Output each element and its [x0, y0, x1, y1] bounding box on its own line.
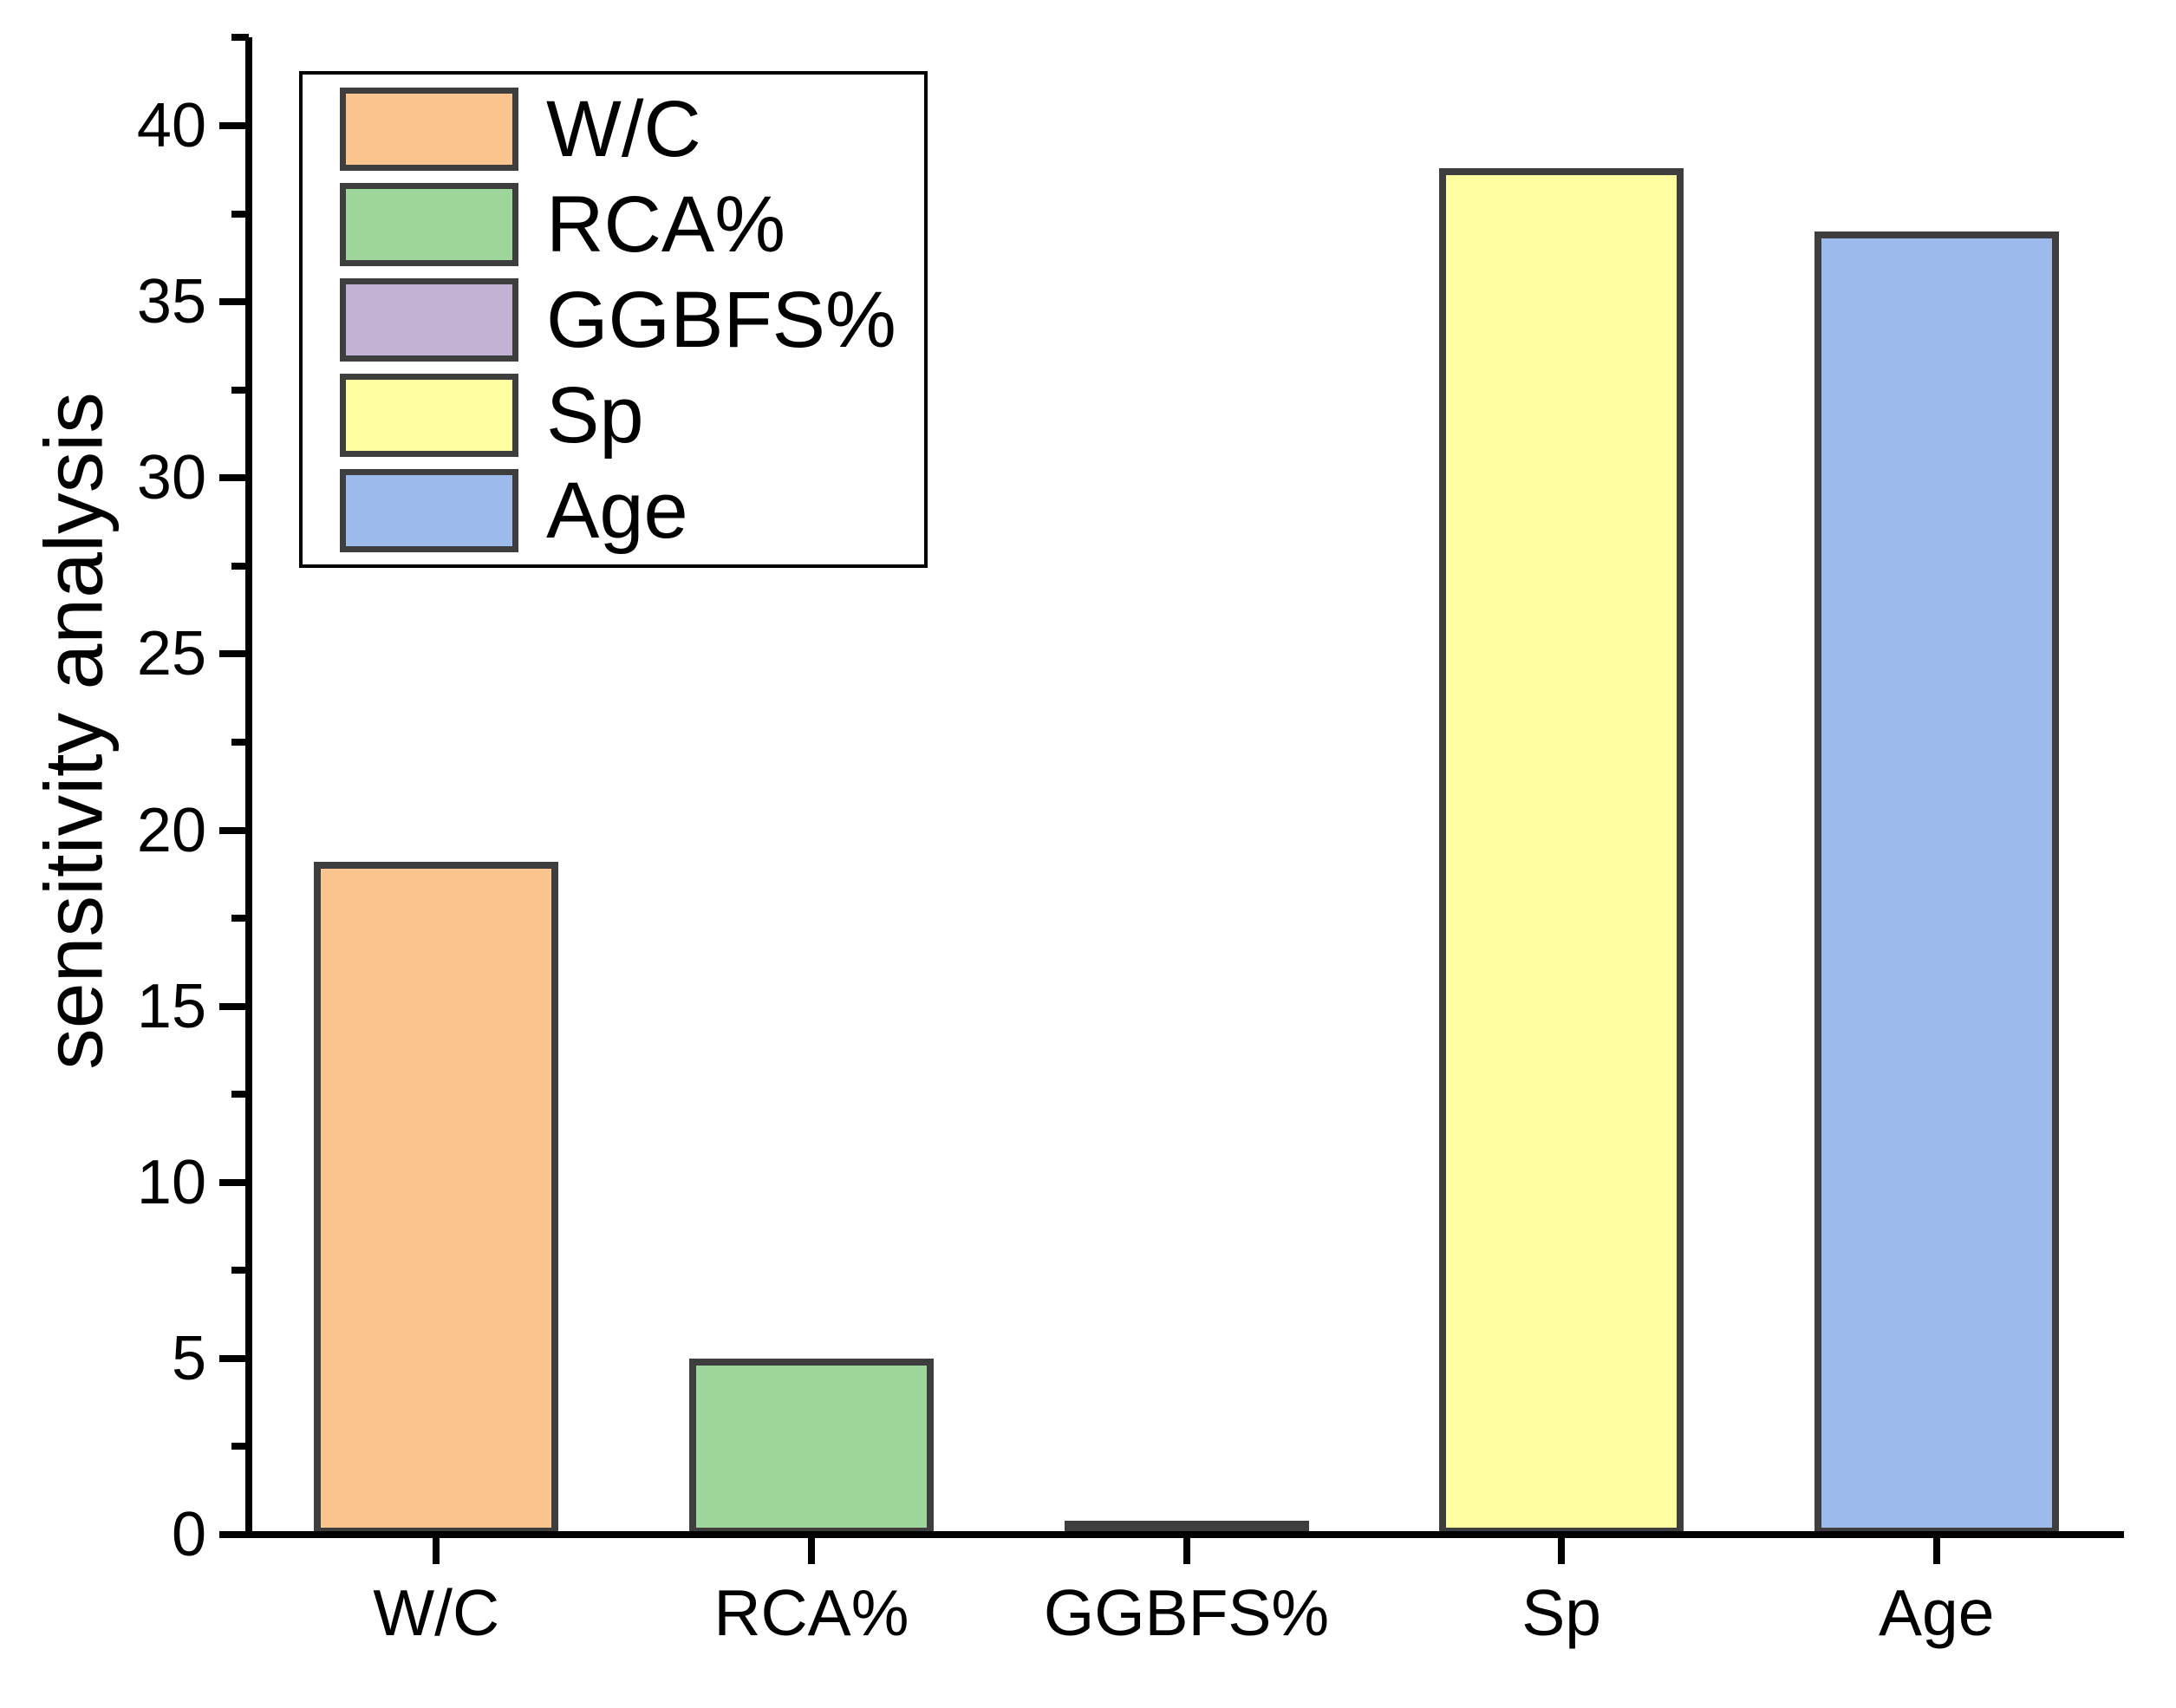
legend-row: Age	[303, 469, 924, 552]
legend-label: RCA%	[546, 180, 786, 269]
y-major-tick	[219, 1002, 249, 1010]
y-minor-tick	[231, 34, 249, 42]
bar-ggbfs-	[1064, 1520, 1309, 1535]
y-tick-label: 15	[136, 971, 206, 1041]
y-tick-label: 25	[136, 619, 206, 689]
y-major-tick	[219, 826, 249, 834]
y-major-tick	[219, 1531, 249, 1538]
x-axis-line	[245, 1531, 2124, 1538]
x-tick	[1558, 1538, 1566, 1564]
x-tick	[1182, 1538, 1190, 1564]
legend-swatch-sp	[340, 374, 518, 457]
x-tick-label: RCA%	[713, 1576, 909, 1649]
y-major-tick	[219, 650, 249, 658]
y-major-tick	[219, 474, 249, 482]
y-tick-label: 0	[171, 1500, 206, 1569]
x-tick-label: Age	[1878, 1576, 1995, 1649]
legend-swatch-w-c	[340, 88, 518, 171]
legend-row: W/C	[303, 88, 924, 171]
y-minor-tick	[231, 1267, 249, 1274]
bar-w-c	[314, 862, 559, 1535]
y-minor-tick	[231, 386, 249, 394]
legend-label: GGBFS%	[546, 276, 896, 364]
y-minor-tick	[231, 915, 249, 922]
y-major-tick	[219, 1354, 249, 1362]
legend-label: Sp	[546, 371, 644, 460]
legend-swatch-ggbfs-	[340, 278, 518, 362]
y-tick-label: 35	[136, 267, 206, 337]
legend-swatch-rca-	[340, 183, 518, 266]
y-minor-tick	[231, 562, 249, 570]
y-minor-tick	[231, 1443, 249, 1450]
y-tick-label: 10	[136, 1147, 206, 1217]
y-tick-label: 40	[136, 91, 206, 160]
y-minor-tick	[231, 1091, 249, 1098]
bar-rca-	[688, 1358, 934, 1535]
y-major-tick	[219, 122, 249, 129]
y-minor-tick	[231, 738, 249, 746]
bar-age	[1814, 231, 2059, 1535]
legend-row: GGBFS%	[303, 278, 924, 362]
y-major-tick	[219, 298, 249, 306]
y-major-tick	[219, 1178, 249, 1186]
y-tick-label: 30	[136, 443, 206, 513]
x-tick-label: GGBFS%	[1043, 1576, 1330, 1649]
x-tick-label: W/C	[373, 1576, 500, 1649]
y-axis-title: sensitivity analysis	[28, 392, 121, 1070]
y-tick-label: 20	[136, 795, 206, 865]
y-axis-line	[245, 37, 252, 1538]
x-tick	[433, 1538, 440, 1564]
y-minor-tick	[231, 210, 249, 218]
legend-label: W/C	[546, 85, 701, 173]
legend: W/C RCA% GGBFS% Sp Age	[299, 71, 928, 568]
x-tick	[807, 1538, 815, 1564]
legend-label: Age	[546, 466, 688, 555]
legend-swatch-age	[340, 469, 518, 552]
legend-row: RCA%	[303, 183, 924, 266]
legend-row: Sp	[303, 374, 924, 457]
x-tick-label: Sp	[1521, 1576, 1601, 1649]
bar-sp	[1439, 167, 1684, 1535]
y-tick-label: 5	[171, 1323, 206, 1393]
x-tick	[1932, 1538, 1940, 1564]
